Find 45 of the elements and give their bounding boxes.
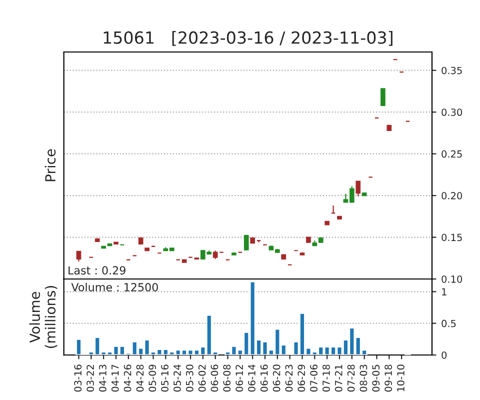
category-label: 07-28 (347, 364, 355, 392)
y-tick-label: 0.35 (442, 66, 462, 74)
y-tick-label: 1 (442, 288, 446, 296)
category-label: 06-12 (236, 365, 243, 392)
y-tick-label: 0.20 (442, 192, 462, 200)
category-label: 06-29 (298, 364, 306, 392)
y-axis-title: Volume (millions) (29, 286, 58, 348)
y-tick-label: 0.30 (442, 108, 462, 116)
category-label: 09-05 (372, 364, 380, 392)
category-label: 10-10 (397, 364, 404, 392)
category-label: 04-28 (136, 364, 144, 392)
category-label: 06-08 (223, 364, 231, 392)
category-label: 06-02 (198, 365, 206, 392)
annotation: Last : 0.29 (68, 266, 126, 275)
category-label: 03-16 (74, 364, 82, 392)
category-label: 06-06 (210, 364, 218, 392)
category-label: 07-18 (322, 364, 330, 392)
category-label: 04-17 (111, 364, 119, 392)
category-label: 06-14 (248, 364, 256, 392)
category-label: 05-30 (186, 364, 194, 392)
category-label: 05-24 (174, 364, 181, 392)
category-label: 05-16 (161, 364, 168, 392)
annotation: Volume : 12500 (71, 282, 158, 292)
y-tick-label: 0 (442, 351, 447, 359)
y-tick-label: 0.10 (442, 275, 462, 283)
candlestick (244, 234, 249, 250)
category-label: 04-26 (124, 364, 132, 392)
category-label: 08-03 (360, 364, 368, 392)
candlestick (380, 88, 386, 106)
category-label: 09-18 (384, 364, 392, 392)
category-label: 06-20 (272, 364, 280, 392)
category-label: 06-23 (285, 364, 293, 392)
category-label: 07-06 (310, 364, 318, 392)
chart-title: 15061 [2023-03-16 / 2023-11-03] (104, 31, 392, 46)
category-label: 06-16 (260, 364, 268, 392)
candlestick (356, 180, 361, 197)
y-tick-label: 0.25 (442, 150, 462, 158)
category-label: 03-22 (86, 365, 94, 392)
y-tick-label: 0.15 (442, 234, 462, 242)
category-label: 07-21 (334, 364, 342, 392)
y-axis-title: Price (44, 149, 56, 182)
y-tick-label: 0.5 (442, 320, 456, 328)
candlestick (76, 250, 82, 262)
category-label: 04-13 (99, 364, 106, 392)
category-label: 05-09 (148, 364, 156, 392)
